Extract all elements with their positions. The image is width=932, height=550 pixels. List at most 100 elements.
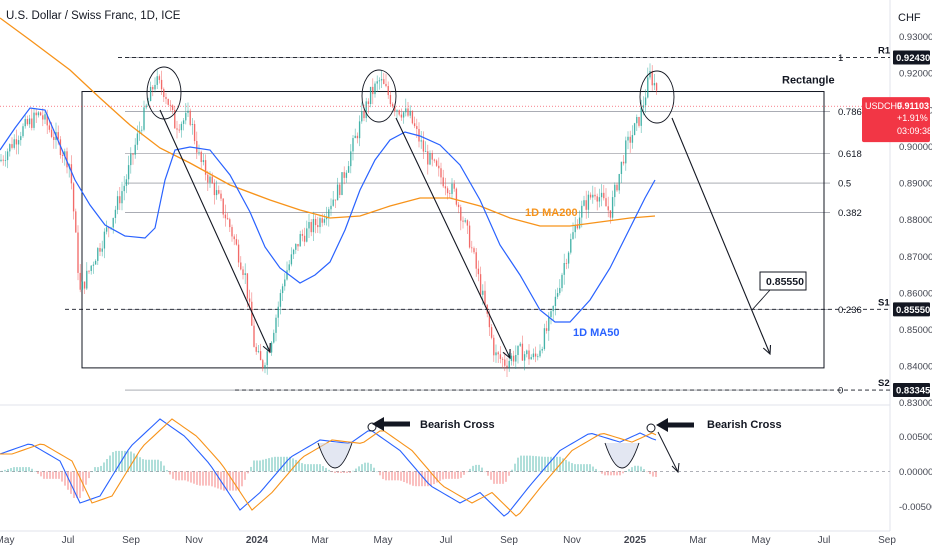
bearish-cross-arrow (656, 418, 694, 432)
candle-body (387, 86, 389, 96)
time-tick-label: Nov (563, 535, 581, 546)
candle-body (354, 135, 356, 139)
histogram-bar (73, 471, 75, 498)
histogram-bar (508, 471, 510, 476)
candle-body (391, 104, 394, 107)
candle-body (325, 216, 328, 220)
candle-body (596, 196, 598, 202)
histogram-bar (544, 456, 546, 472)
histogram-bar (313, 464, 315, 472)
ma50-label: 1D MA50 (573, 327, 619, 339)
histogram-bar (346, 471, 348, 473)
candle-body (438, 165, 440, 169)
histogram-bar (262, 459, 264, 472)
candle-body (422, 140, 425, 152)
histogram-bar (493, 471, 495, 484)
candle-body (160, 79, 163, 90)
histogram-bar (40, 471, 42, 477)
histogram-bar (22, 467, 24, 472)
candle-body (471, 247, 473, 249)
arrow-shaft (159, 109, 271, 353)
candle-body (46, 114, 48, 126)
histogram-bar (280, 456, 282, 472)
target-label: 0.85550 (766, 276, 804, 288)
candle-body (130, 153, 132, 166)
price-tick-label: 0.85000 (899, 325, 932, 336)
histogram-bar (574, 464, 576, 472)
histogram-bar (178, 471, 180, 481)
candle-body (279, 293, 282, 307)
u-shape-marker (604, 442, 640, 469)
histogram-bar (184, 471, 186, 481)
candle-body (39, 112, 42, 116)
candle-body (625, 140, 627, 164)
time-tick-label: Jul (440, 535, 453, 546)
histogram-bar (46, 471, 48, 479)
oscillator-tick-label: 0.00500 (899, 432, 932, 443)
candle-body (488, 313, 491, 328)
histogram-bar (49, 471, 51, 479)
histogram-bar (322, 466, 324, 472)
candle-body (233, 236, 235, 240)
signal-line (0, 418, 657, 517)
candle-body (306, 228, 308, 242)
histogram-bar (316, 464, 318, 472)
candle-body (611, 197, 614, 218)
ma200-label: 1D MA200 (525, 207, 578, 219)
candle-body (94, 260, 97, 265)
candle-body (53, 136, 55, 140)
candle-body (343, 172, 345, 178)
histogram-bar (415, 471, 417, 487)
candle-body (141, 129, 143, 131)
candle-body (136, 133, 139, 145)
candle-body (204, 160, 207, 175)
histogram-bar (310, 464, 312, 472)
histogram-bar (376, 471, 378, 473)
candle-body (356, 135, 359, 139)
histogram-bar (259, 460, 261, 472)
candle-body (215, 190, 218, 196)
candle-body (70, 164, 73, 184)
candle-body (653, 83, 656, 86)
histogram-bar (469, 468, 471, 472)
time-tick-label: Jul (818, 535, 831, 546)
histogram-bar (367, 462, 369, 472)
candle-body (24, 119, 26, 127)
candle-body (649, 71, 651, 78)
candle-body (308, 222, 310, 229)
candle-body (182, 120, 185, 124)
candle-body (262, 360, 264, 369)
time-tick-label: Sep (500, 535, 518, 546)
candle-body (222, 198, 224, 215)
time-tick-label: Nov (185, 535, 203, 546)
histogram-bar (19, 467, 21, 472)
histogram-bar (274, 456, 276, 472)
histogram-bar (154, 459, 156, 472)
histogram-bar (187, 471, 189, 482)
candle-body (341, 172, 343, 195)
cross-marker (367, 422, 377, 432)
candle-body (286, 270, 288, 280)
candle-body (255, 346, 257, 352)
candle-body (451, 183, 453, 194)
histogram-bar (337, 471, 339, 473)
histogram-bar (373, 467, 375, 472)
time-tick-label: May (0, 535, 14, 546)
histogram-bar (217, 471, 219, 489)
candle-body (226, 218, 229, 220)
histogram-bar (394, 471, 396, 481)
candle-body (143, 107, 145, 130)
histogram-bar (502, 471, 504, 484)
histogram-bar (391, 471, 393, 481)
histogram-bar (400, 471, 402, 481)
candle-body (125, 179, 128, 186)
candle-body (171, 105, 174, 110)
candle-body (4, 160, 7, 161)
candle-body (539, 350, 541, 357)
histogram-bar (616, 471, 618, 476)
candle-body (576, 225, 579, 229)
histogram-bar (247, 471, 249, 474)
histogram-bar (214, 471, 216, 488)
candle-body (440, 168, 442, 178)
candle-body (174, 109, 176, 129)
